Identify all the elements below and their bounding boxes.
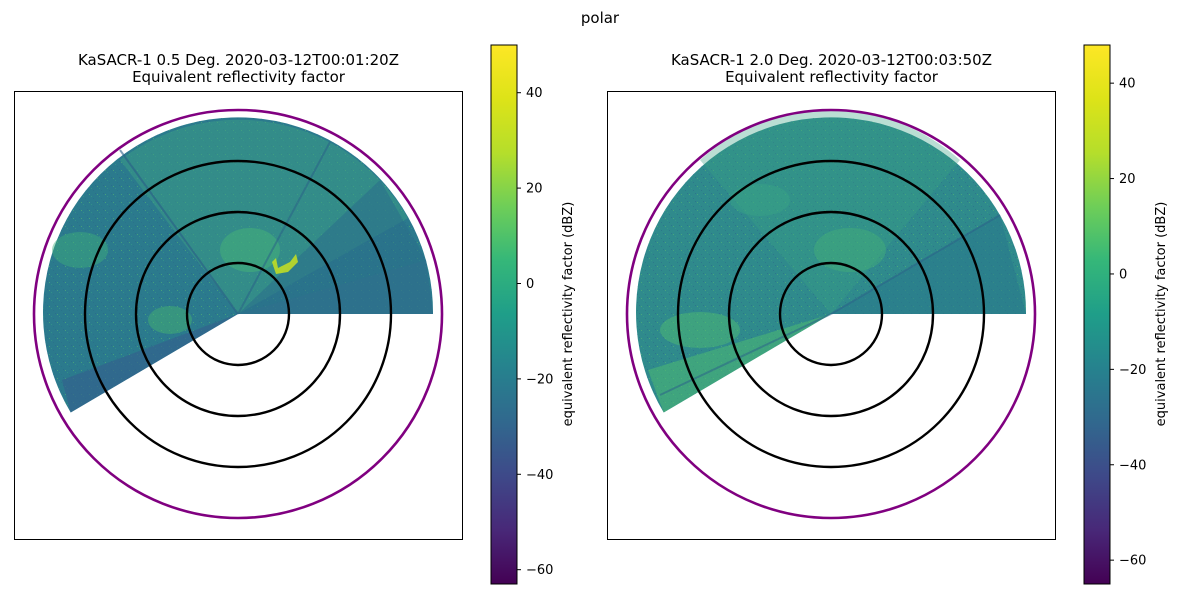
colorbar-tick-label: −20 [526,372,553,387]
panel-1-echo-bright [272,254,298,274]
colorbar-tick-label: −60 [526,563,553,578]
panel-1 [14,91,463,540]
panel-1-colorbar-bar [490,44,518,585]
colorbar-tick-label: 20 [526,182,543,197]
panel-1-colorbar: 40 20 0 −20 −40 −60 equivalent reflectivity f… [490,44,576,585]
colorbar-tick-label: −20 [1119,363,1146,378]
panel-1-title-line1: KaSACR-1 0.5 Deg. 2020-03-12T00:01:20Z [77,51,399,69]
panel-2-patch-northwest [730,184,790,216]
colorbar-tick-label: 0 [1119,267,1127,282]
panel-2-patch-center [814,228,886,272]
colorbar-tick-label: 0 [526,277,534,292]
colorbar-tick-label: 40 [1119,77,1136,92]
panel-1-range-ring-3 [83,159,393,469]
panel-2-colorbar: 40 20 0 −20 −40 −60 equivalent reflectivity f… [1083,44,1169,585]
colorbar-tick-label: −40 [526,468,553,483]
panel-1-reflectivity-field [43,117,434,413]
panel-1-title-line2: Equivalent reflectivity factor [132,68,345,86]
panel-2-title: KaSACR-1 2.0 Deg. 2020-03-12T00:03:50Z E… [607,52,1056,86]
panel-1-range-ring-2 [134,210,342,418]
panel-2-range-ring-2 [727,210,935,418]
figure-title: polar [580,9,620,27]
colorbar-tick-label: −60 [1119,554,1146,569]
panel-1-wedge-northeast [238,180,426,314]
colorbar-tick-label: 40 [526,86,543,101]
panel-2-title-line1: KaSACR-1 2.0 Deg. 2020-03-12T00:03:50Z [670,51,992,69]
panel-2 [607,91,1056,540]
panel-2-range-ring-1 [778,261,884,367]
colorbar-tick-label: 20 [1119,172,1136,187]
panel-2-colorbar-label: equivalent reflectivity factor (dBZ) [1154,202,1169,427]
panel-2-wedge-east [831,215,1026,314]
panel-2-radial-line [830,214,1001,315]
panel-1-range-ring-1 [185,261,291,367]
panel-2-sector-texture [636,117,1027,413]
panel-1-outer-ring [32,108,444,520]
panel-2-outer-ring [625,108,1037,520]
panel-1-patch-southcenter [148,306,192,334]
colorbar-tick-label: −40 [1119,458,1146,473]
panel-2-colorbar-bar [1083,44,1111,585]
panel-2-range-ring-3 [676,159,986,469]
panel-1-patch-center [220,228,280,272]
panel-1-colorbar-label: equivalent reflectivity factor (dBZ) [561,202,576,427]
panel-1-radial-line [237,141,331,315]
panel-2-title-line2: Equivalent reflectivity factor [725,68,938,86]
panel-2-radial-line [659,313,832,396]
panel-1-title: KaSACR-1 0.5 Deg. 2020-03-12T00:01:20Z E… [14,52,463,86]
